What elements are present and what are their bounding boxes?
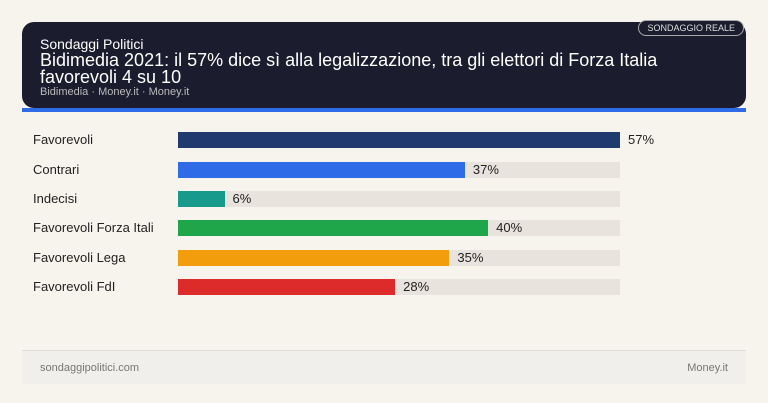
value-label: 35% [457, 250, 484, 265]
value-label: 6% [232, 191, 252, 206]
category-label: Contrari [33, 162, 80, 177]
category-label: Favorevoli Forza Itali [33, 220, 154, 235]
bar [178, 132, 620, 148]
bar [178, 162, 465, 178]
accent-bar [22, 108, 746, 112]
category-label: Favorevoli [33, 132, 93, 147]
bar-row: Favorevoli FdI 28% [0, 279, 768, 295]
value-label: 37% [472, 162, 499, 177]
bar-track [178, 191, 620, 207]
bar [178, 279, 396, 295]
bar-track [178, 279, 620, 295]
value-label: 40% [496, 220, 523, 235]
page-title: Bidimedia 2021: il 57% dice sì alla lega… [40, 50, 658, 87]
real-poll-badge: SONDAGGIO REALE [638, 20, 744, 36]
category-label: Indecisi [33, 191, 78, 206]
footer-site-link[interactable]: sondaggipolitici.com [40, 362, 140, 374]
kicker: Sondaggi Politici [40, 36, 144, 52]
bar-row: Favorevoli Lega 35% [0, 250, 768, 266]
header-card: SONDAGGIO REALE Sondaggi Politici Bidime… [22, 20, 746, 108]
bar-track [178, 162, 620, 178]
bar-row: Contrari 37% [0, 162, 768, 178]
value-label: 57% [628, 132, 655, 147]
footer-brand: Money.it [687, 362, 728, 374]
bar-row: Favorevoli Forza Itali 40% [0, 220, 768, 236]
bar [178, 191, 225, 207]
bar-row: Favorevoli 57% [0, 132, 768, 148]
bar [178, 220, 489, 236]
footer: sondaggipolitici.com Money.it [22, 350, 746, 384]
value-label: 28% [403, 279, 430, 294]
bar-row: Indecisi 6% [0, 191, 768, 207]
bar-track [178, 132, 620, 148]
category-label: Favorevoli Lega [33, 250, 126, 265]
bar-track [178, 220, 620, 236]
bar-track [178, 250, 620, 266]
bar [178, 250, 450, 266]
category-label: Favorevoli FdI [33, 279, 116, 294]
sources: Bidimedia · Money.it · Money.it [40, 86, 190, 98]
